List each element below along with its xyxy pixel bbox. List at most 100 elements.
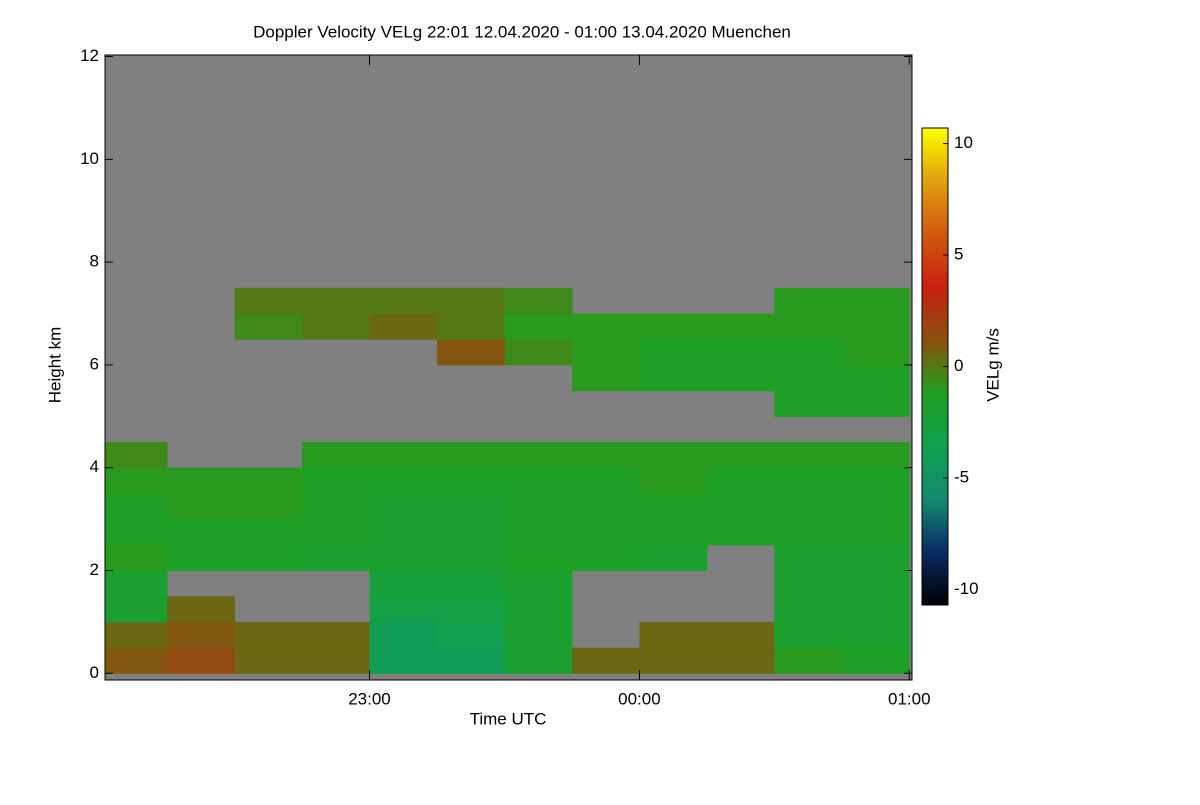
- heatmap-cell: [234, 313, 303, 340]
- heatmap-cell: [436, 647, 505, 674]
- heatmap-cell: [369, 493, 438, 520]
- heatmap-cell: [504, 544, 573, 572]
- y-tick-label: 6: [90, 354, 99, 373]
- x-tick-label: 00:00: [618, 689, 661, 708]
- heatmap-cell: [105, 493, 168, 520]
- heatmap-cell: [639, 493, 708, 520]
- heatmap-cell: [774, 519, 843, 546]
- heatmap-cell: [105, 596, 168, 623]
- heatmap-cell: [302, 467, 371, 494]
- y-tick-label: 12: [80, 46, 99, 65]
- heatmap-cell: [105, 544, 168, 572]
- heatmap-cell: [639, 467, 708, 494]
- colorbar-tick-label: 10: [954, 133, 973, 152]
- heatmap-cell: [436, 287, 505, 315]
- heatmap-cell: [504, 313, 573, 340]
- heatmap-cell: [841, 390, 910, 417]
- heatmap-cell: [167, 621, 236, 649]
- y-tick-label: 0: [90, 663, 99, 682]
- heatmap-cell: [504, 467, 573, 494]
- heatmap-cell: [504, 596, 573, 623]
- heatmap-cell: [302, 442, 371, 469]
- heatmap-cell: [639, 364, 708, 392]
- heatmap-cell: [841, 596, 910, 623]
- heatmap-cell: [369, 519, 438, 546]
- heatmap-cell: [706, 313, 775, 340]
- heatmap-cell: [774, 390, 843, 417]
- heatmap-cell: [504, 519, 573, 546]
- heatmap-cell: [369, 647, 438, 674]
- heatmap-cell: [571, 493, 640, 520]
- plot-frame: [104, 54, 913, 681]
- heatmap-cell: [504, 570, 573, 597]
- heatmap-cell: [302, 287, 371, 315]
- heatmap-cell: [234, 493, 303, 520]
- heatmap-cell: [234, 647, 303, 674]
- heatmap-cell: [234, 519, 303, 546]
- heatmap-cell: [571, 442, 640, 469]
- heatmap-cell: [105, 519, 168, 546]
- heatmap-cell: [504, 647, 573, 674]
- heatmap-cell: [841, 339, 910, 366]
- heatmap-cell: [841, 313, 910, 340]
- colorbar-tick-label: 5: [954, 245, 963, 264]
- heatmap-cell: [167, 647, 236, 674]
- heatmap-cell: [504, 287, 573, 315]
- heatmap-cell: [639, 313, 708, 340]
- heatmap-cell: [436, 621, 505, 649]
- heatmap-cell: [369, 467, 438, 494]
- colorbar-tick-label: -10: [954, 579, 979, 598]
- heatmap-cell: [639, 339, 708, 366]
- heatmap-cell: [571, 313, 640, 340]
- heatmap-cell: [436, 544, 505, 572]
- heatmap-cell: [167, 596, 236, 623]
- heatmap-cell: [706, 493, 775, 520]
- heatmap-cell: [571, 339, 640, 366]
- heatmap-cell: [639, 544, 708, 572]
- heatmap-cell: [302, 544, 371, 572]
- heatmap-cell: [841, 544, 910, 572]
- heatmap-cell: [706, 467, 775, 494]
- heatmap-cell: [369, 442, 438, 469]
- heatmap-cell: [706, 339, 775, 366]
- heatmap-cell: [841, 621, 910, 649]
- x-axis-label: Time UTC: [470, 709, 547, 728]
- heatmap-cell: [302, 519, 371, 546]
- heatmap-cell: [571, 647, 640, 674]
- heatmap-cell: [105, 647, 168, 674]
- heatmap-cell: [167, 519, 236, 546]
- heatmap-cell: [167, 544, 236, 572]
- heatmap-cell: [639, 519, 708, 546]
- heatmap-cell: [706, 442, 775, 469]
- heatmap-cell: [369, 313, 438, 340]
- heatmap-cell: [841, 467, 910, 494]
- heatmap-cell: [167, 493, 236, 520]
- heatmap-cell: [436, 519, 505, 546]
- heatmap-cell: [105, 621, 168, 649]
- heatmap-cell: [436, 339, 505, 366]
- heatmap-cell: [706, 519, 775, 546]
- heatmap-cell: [706, 647, 775, 674]
- y-tick-label: 10: [80, 149, 99, 168]
- heatmap-cell: [841, 364, 910, 392]
- y-axis-label: Height km: [45, 327, 64, 404]
- heatmap-cell: [774, 596, 843, 623]
- heatmap-cell: [774, 621, 843, 649]
- heatmap-cell: [105, 570, 168, 597]
- heatmap-cell: [504, 339, 573, 366]
- heatmap-cell: [436, 596, 505, 623]
- heatmap-cell: [369, 287, 438, 315]
- heatmap-cell: [302, 621, 371, 649]
- heatmap-cell: [369, 621, 438, 649]
- y-tick-label: 4: [90, 457, 99, 476]
- colorbar-tick-label: -5: [954, 467, 969, 486]
- heatmap-cell: [369, 570, 438, 597]
- heatmap-cell: [369, 544, 438, 572]
- heatmap-cell: [639, 442, 708, 469]
- heatmap-cell: [774, 364, 843, 392]
- heatmap-cell: [841, 519, 910, 546]
- heatmap-cell: [369, 596, 438, 623]
- heatmap-cell: [571, 519, 640, 546]
- heatmap-cell: [504, 442, 573, 469]
